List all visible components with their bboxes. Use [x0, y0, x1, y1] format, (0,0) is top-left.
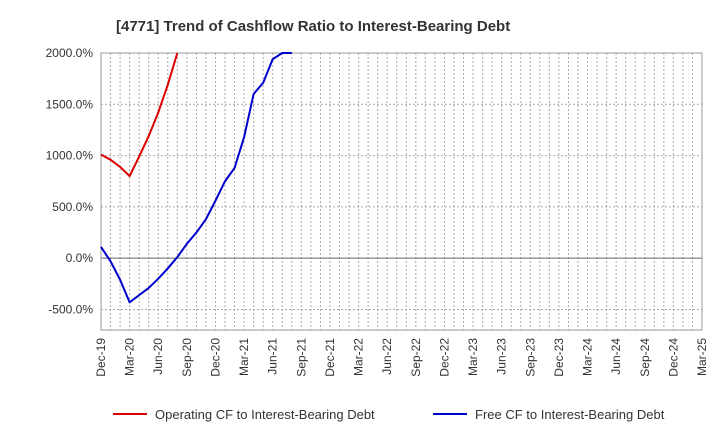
x-tick-label: Sep-23: [523, 338, 537, 377]
x-tick-label: Dec-20: [208, 338, 222, 377]
y-tick-label: 1500.0%: [46, 97, 94, 111]
legend-label-operating-cf: Operating CF to Interest-Bearing Debt: [155, 407, 375, 422]
x-tick-label: Sep-21: [294, 338, 308, 377]
series-line-free-cf: [100, 52, 292, 304]
y-tick-label: 500.0%: [52, 200, 93, 214]
y-tick-label: 1000.0%: [46, 149, 94, 163]
x-tick-label: Jun-22: [380, 338, 394, 375]
y-axis-ticks: 2000.0% 1500.0% 1000.0% 500.0% 0.0% -500.0%: [46, 46, 94, 316]
x-tick-label: Mar-24: [581, 338, 595, 376]
plot-frame: [100, 52, 703, 331]
legend-label-free-cf: Free CF to Interest-Bearing Debt: [475, 407, 665, 422]
x-tick-label: Dec-19: [94, 338, 108, 377]
x-tick-label: Sep-20: [180, 338, 194, 377]
chart-title: [4771] Trend of Cashflow Ratio to Intere…: [116, 18, 510, 35]
x-tick-label: Jun-21: [266, 338, 280, 375]
grid-lines: [101, 52, 702, 330]
series-lines: [100, 52, 292, 304]
legend: Operating CF to Interest-Bearing Debt Fr…: [113, 407, 665, 422]
x-tick-label: Jun-23: [495, 338, 509, 375]
x-tick-label: Jun-24: [609, 338, 623, 375]
y-tick-label: 2000.0%: [46, 46, 94, 60]
x-tick-label: Mar-21: [237, 338, 251, 376]
x-tick-label: Dec-22: [437, 338, 451, 377]
x-tick-label: Sep-24: [638, 338, 652, 377]
x-tick-label: Mar-23: [466, 338, 480, 376]
x-tick-label: Mar-20: [123, 338, 137, 376]
x-tick-label: Mar-25: [695, 338, 709, 376]
y-tick-label: 0.0%: [66, 251, 94, 265]
x-axis-ticks: Dec-19 Mar-20 Jun-20 Sep-20 Dec-20 Mar-21 Jun-…: [94, 338, 709, 377]
y-tick-label: -500.0%: [48, 302, 93, 316]
x-tick-label: Dec-21: [323, 338, 337, 377]
x-tick-label: Jun-20: [151, 338, 165, 375]
x-tick-label: Mar-22: [352, 338, 366, 376]
x-tick-label: Dec-23: [552, 338, 566, 377]
x-tick-label: Sep-22: [409, 338, 423, 377]
series-line-operating-cf: [100, 52, 179, 178]
x-tick-label: Dec-24: [666, 338, 680, 377]
